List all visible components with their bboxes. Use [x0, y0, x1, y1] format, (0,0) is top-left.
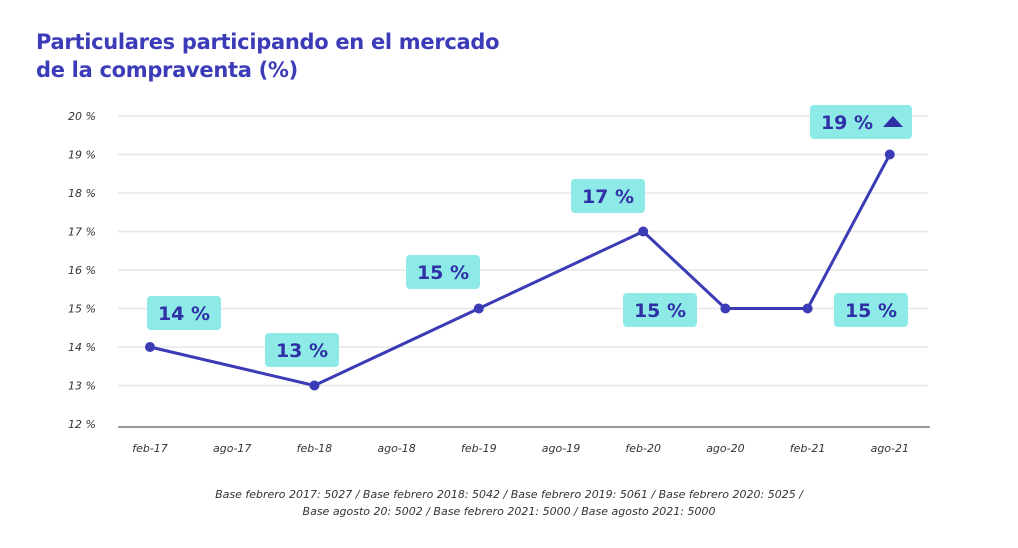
data-point: [884, 149, 895, 160]
data-label: 15 %: [845, 300, 897, 322]
data-point: [145, 342, 155, 352]
data-label-box: [406, 255, 480, 289]
footnote-line-1: Base febrero 2017: 5027 / Base febrero 2…: [215, 488, 803, 501]
y-tick-label: 17 %: [68, 226, 96, 239]
chart-title-line-1: Particulares participando en el mercado: [36, 30, 500, 54]
data-point: [802, 303, 813, 314]
data-point: [473, 303, 484, 314]
footnote: Base febrero 2017: 5027 / Base febrero 2…: [0, 486, 1018, 520]
data-point: [720, 303, 731, 314]
x-tick-label: feb-20: [625, 442, 661, 455]
x-tick-label: feb-21: [790, 442, 826, 455]
y-tick-label: 19 %: [68, 149, 96, 162]
data-label: 13 %: [276, 340, 328, 362]
x-tick-label: ago-17: [213, 442, 251, 455]
x-tick-label: ago-18: [377, 442, 415, 455]
x-tick-label: feb-19: [461, 442, 497, 455]
data-point: [309, 380, 320, 391]
x-tick-label: ago-21: [871, 442, 909, 455]
data-label-box: [571, 179, 645, 213]
data-label-box: [265, 333, 339, 367]
data-label: 19 %: [821, 112, 873, 134]
data-point: [638, 226, 649, 237]
y-tick-label: 18 %: [68, 187, 96, 200]
chart-title-line-2: de la compraventa (%): [36, 58, 298, 82]
data-label-box: [834, 293, 908, 327]
x-tick-label: feb-18: [297, 442, 333, 455]
y-tick-label: 15 %: [68, 303, 96, 316]
x-tick-label: ago-19: [542, 442, 580, 455]
data-label-box: [810, 105, 912, 139]
data-label: 15 %: [417, 262, 469, 284]
y-tick-label: 14 %: [68, 341, 96, 354]
x-tick-label: feb-17: [132, 442, 168, 455]
footnote-line-2: Base agosto 20: 5002 / Base febrero 2021…: [302, 505, 716, 518]
triangle-up-icon: [883, 116, 903, 127]
data-label: 15 %: [634, 300, 686, 322]
data-label: 14 %: [158, 303, 210, 325]
y-tick-label: 20 %: [68, 110, 96, 123]
y-tick-label: 16 %: [68, 264, 96, 277]
y-tick-label: 13 %: [68, 380, 96, 393]
data-label-box: [623, 293, 697, 327]
chart-title: Particulares participando en el mercado …: [36, 28, 500, 84]
data-label-box: [147, 296, 221, 330]
data-label: 17 %: [582, 186, 634, 208]
x-tick-label: ago-20: [706, 442, 744, 455]
y-tick-label: 12 %: [68, 418, 96, 431]
